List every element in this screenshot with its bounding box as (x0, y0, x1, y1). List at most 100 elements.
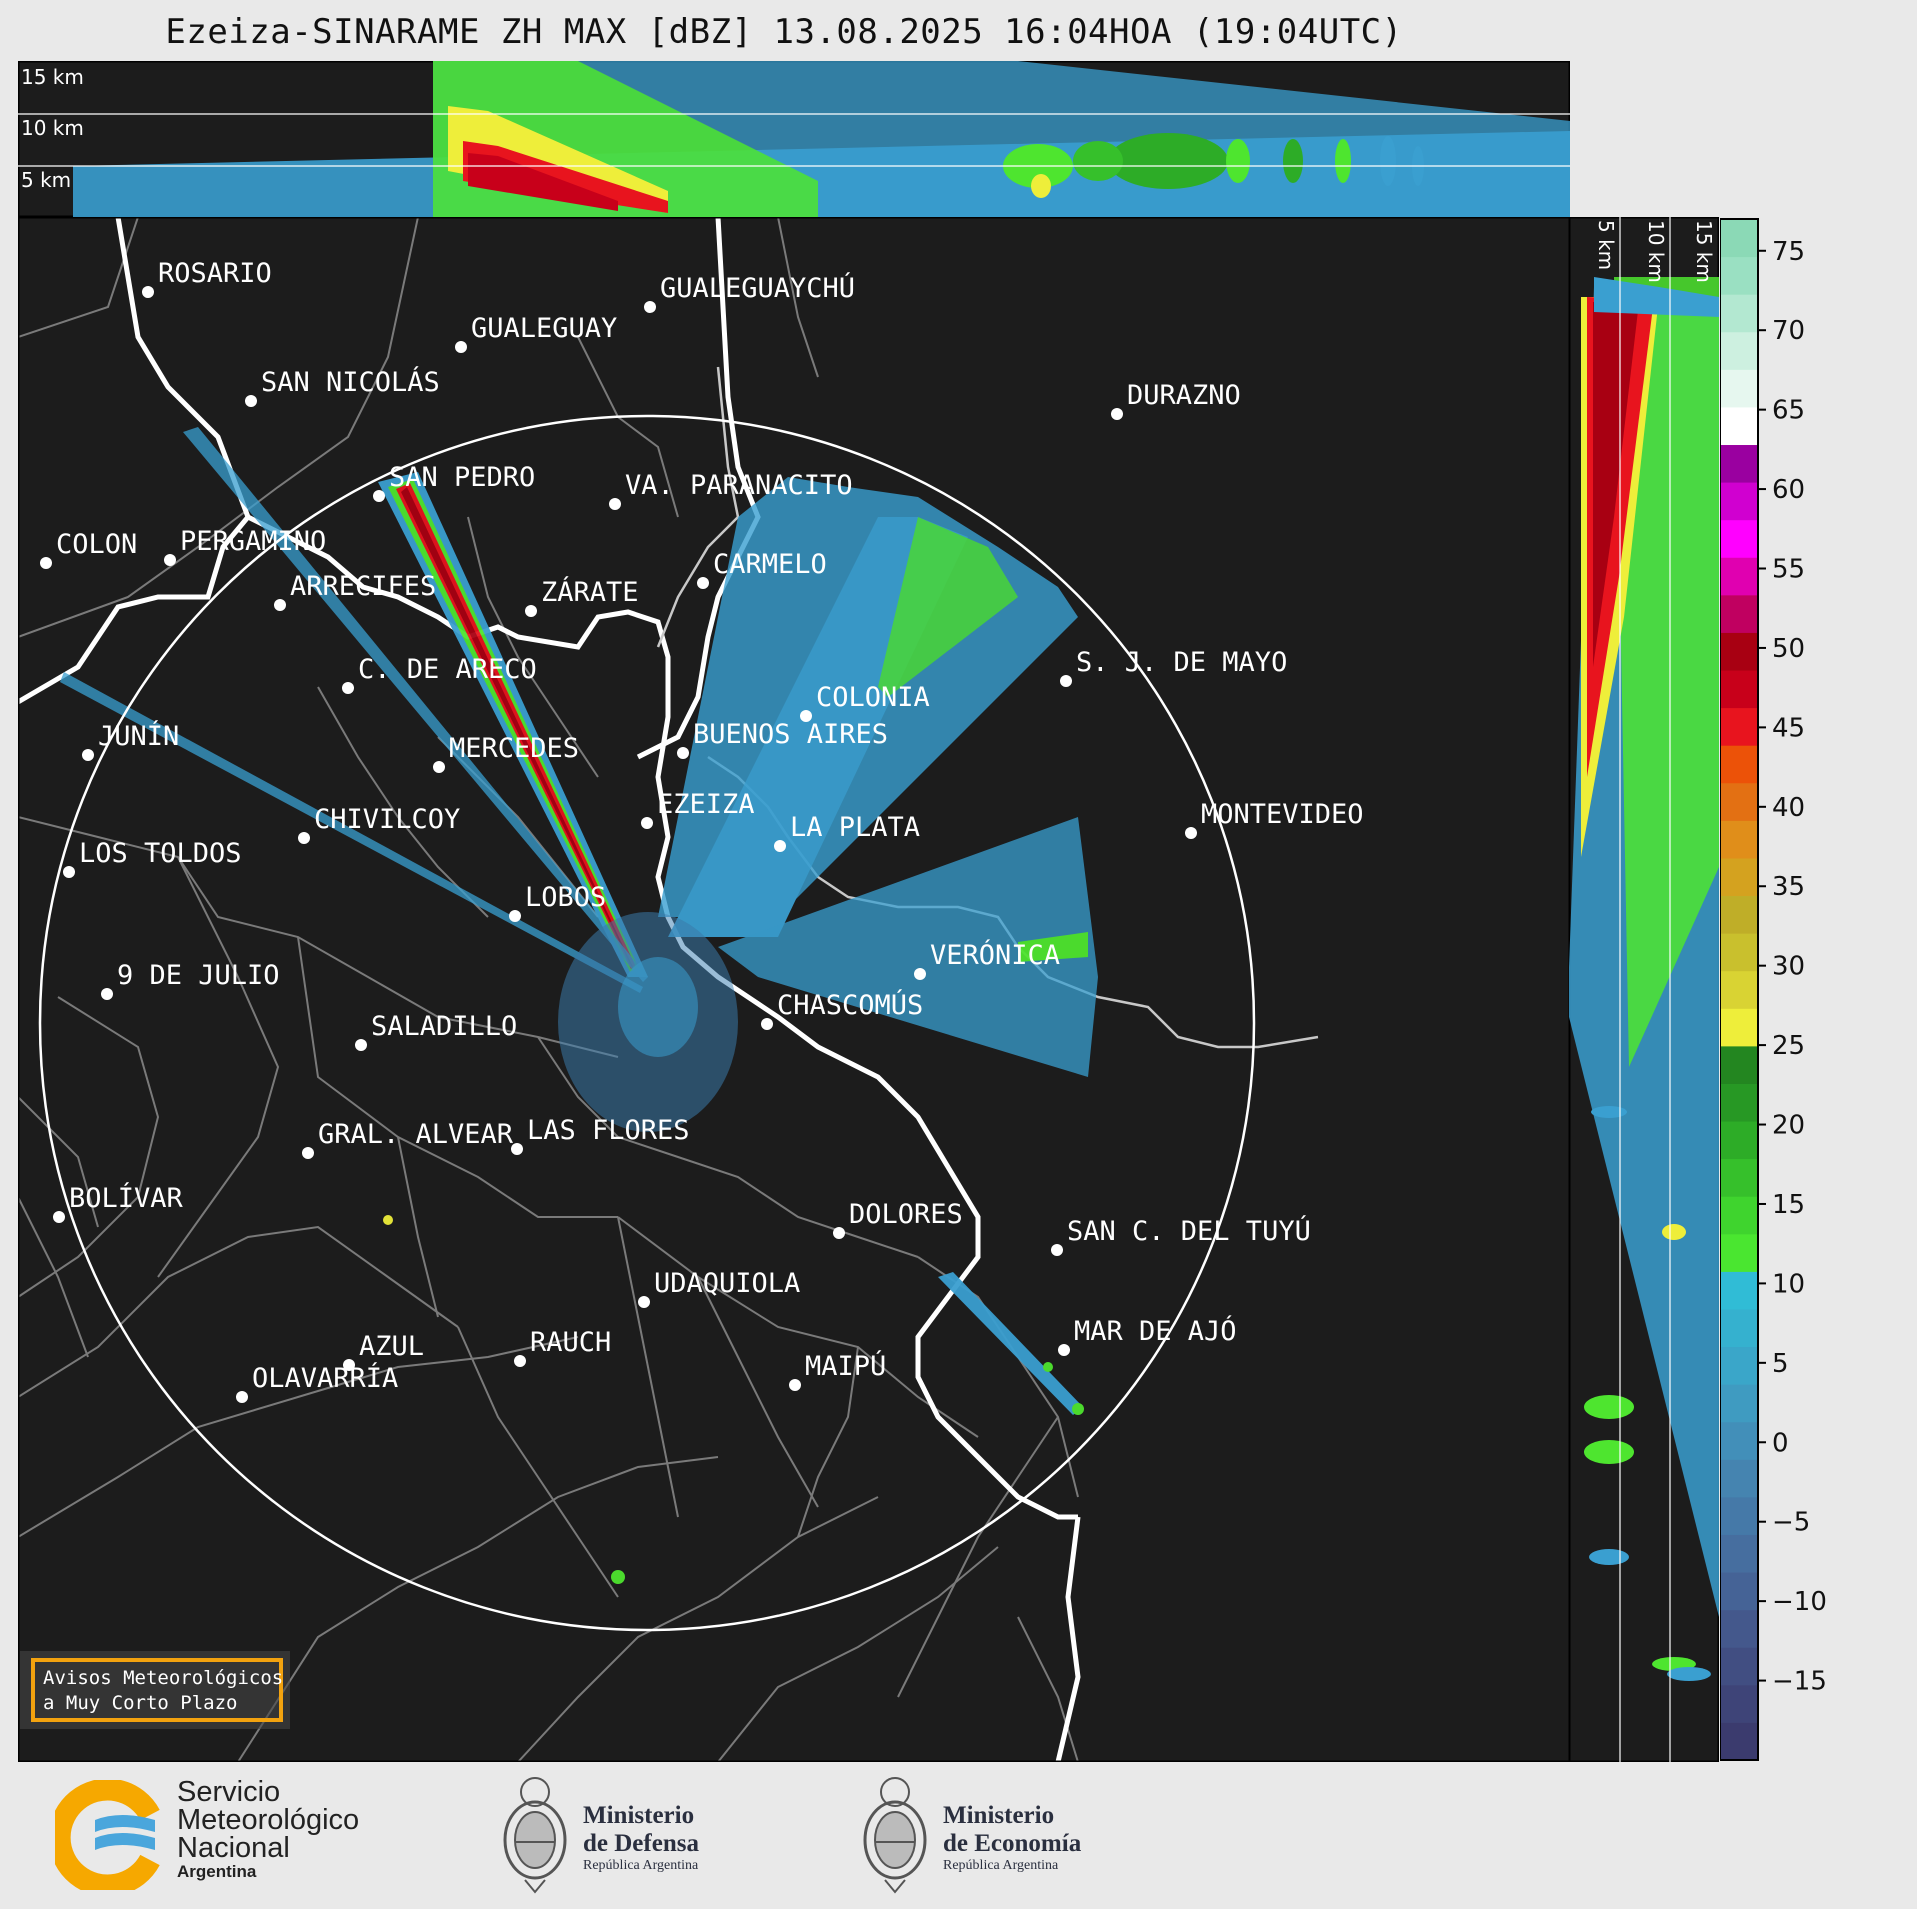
city-label: DOLORES (849, 1199, 963, 1230)
ministerio-defensa-logo: Ministerio de Defensa República Argentin… (495, 1770, 755, 1895)
colorbar-swatch (1720, 1647, 1758, 1686)
city-marker (63, 866, 75, 878)
colorbar-swatch (1720, 1196, 1758, 1235)
city-marker (1058, 1344, 1070, 1356)
city-label: SALADILLO (371, 1011, 517, 1042)
colorbar-swatch (1720, 782, 1758, 821)
city-marker (800, 710, 812, 722)
colorbar-swatch (1720, 219, 1758, 258)
colorbar-tick-label: 70 (1772, 316, 1805, 346)
city-marker (1111, 408, 1123, 420)
city-label: JUNÍN (98, 720, 179, 752)
city-label: EZEIZA (657, 789, 755, 820)
admin-borders (18, 217, 1079, 1762)
city-label: VERÓNICA (930, 939, 1060, 971)
radar-map: ROSARIO GUALEGUAYCHÚ GUALEGUAY SAN NICOLÁS D… (18, 217, 1570, 1762)
city-label: CHIVILCOY (314, 804, 460, 835)
city-label: PERGAMINO (180, 526, 326, 557)
top-height-label-10: 10 km (21, 116, 84, 140)
city-marker (164, 554, 176, 566)
city-label: VA. PARANACITO (625, 470, 853, 501)
smn-line-1: Servicio (177, 1776, 281, 1808)
colorbar-tick-label: 25 (1772, 1031, 1805, 1061)
side-height-label-15: 15 km (1692, 220, 1716, 283)
city-marker (644, 301, 656, 313)
economia-line-1: Ministerio (943, 1802, 1055, 1829)
city-label: LOS TOLDOS (79, 838, 242, 869)
city-marker (373, 490, 385, 502)
city-labels: ROSARIO GUALEGUAYCHÚ GUALEGUAY SAN NICOLÁS D… (40, 258, 1364, 1403)
city-label: C. DE ARECO (358, 654, 537, 685)
colorbar-swatch (1720, 670, 1758, 709)
colorbar-swatch (1720, 1045, 1758, 1084)
smn-emblem-icon (55, 1780, 160, 1890)
city-label: DURAZNO (1127, 380, 1241, 411)
colorbar-swatch (1720, 1271, 1758, 1310)
colorbar-swatch (1720, 632, 1758, 671)
colorbar-swatch (1720, 1572, 1758, 1611)
colorbar-swatch (1720, 933, 1758, 972)
colorbar-swatch (1720, 895, 1758, 934)
economia-line-3: República Argentina (943, 1858, 1059, 1873)
city-marker (509, 910, 521, 922)
city-label: CARMELO (713, 549, 827, 580)
ministerio-economia-logo: Ministerio de Economía República Argenti… (855, 1770, 1135, 1895)
city-label: ROSARIO (158, 258, 272, 289)
city-marker (101, 988, 113, 1000)
city-marker (833, 1227, 845, 1239)
side-height-label-10: 10 km (1644, 220, 1668, 283)
colorbar-tick-label: −5 (1772, 1508, 1810, 1538)
defensa-line-2: de Defensa (583, 1830, 699, 1857)
city-marker (433, 761, 445, 773)
city-marker (342, 682, 354, 694)
smn-line-3: Nacional (177, 1832, 290, 1864)
colorbar-swatch (1720, 1609, 1758, 1648)
city-marker (641, 817, 653, 829)
colorbar-swatch (1720, 256, 1758, 295)
city-label: OLAVARRÍA (252, 1362, 398, 1394)
defensa-line-1: Ministerio (583, 1802, 695, 1829)
colorbar-tick-label: −15 (1772, 1667, 1827, 1697)
city-marker (789, 1379, 801, 1391)
city-marker (355, 1039, 367, 1051)
city-label: SAN C. DEL TUYÚ (1067, 1215, 1311, 1247)
colorbar-swatch (1720, 1684, 1758, 1723)
city-label: MAIPÚ (805, 1350, 886, 1382)
city-label: SAN NICOLÁS (261, 366, 440, 398)
city-label: MAR DE AJÓ (1074, 1315, 1237, 1347)
colorbar-swatch (1720, 1421, 1758, 1460)
colorbar-swatch (1720, 970, 1758, 1009)
city-label: ZÁRATE (541, 576, 639, 608)
colorbar-swatch (1720, 482, 1758, 521)
smn-logo: Servicio Meteorológico Nacional Argentin… (55, 1776, 395, 1890)
warning-line-2: a Muy Corto Plazo (43, 1692, 237, 1714)
colorbar-swatch (1720, 557, 1758, 596)
side-height-section: 5 km 10 km 15 km (1569, 217, 1719, 1762)
colorbar-swatch (1720, 1346, 1758, 1385)
colorbar-swatch (1720, 1083, 1758, 1122)
city-marker (302, 1147, 314, 1159)
colorbar-swatch (1720, 1308, 1758, 1348)
city-label: SAN PEDRO (389, 462, 535, 493)
colorbar-swatch (1720, 1496, 1758, 1535)
economia-line-2: de Economía (943, 1830, 1082, 1857)
top-height-label-15: 15 km (21, 65, 84, 89)
colorbar-tick-label: 55 (1772, 555, 1805, 585)
city-marker (1185, 827, 1197, 839)
city-label: CHASCOMÚS (777, 989, 923, 1021)
city-marker (142, 286, 154, 298)
city-label: ARRECIFES (290, 571, 436, 602)
city-marker (274, 599, 286, 611)
colorbar-swatch (1720, 406, 1758, 446)
colorbar-swatch (1720, 857, 1758, 897)
city-marker (511, 1143, 523, 1155)
colorbar-tick-label: 10 (1772, 1269, 1805, 1299)
colorbar-tick-label: 65 (1772, 396, 1805, 426)
city-label: MERCEDES (449, 733, 579, 764)
top-height-section: 15 km 10 km 5 km (18, 61, 1570, 217)
city-label: LAS FLORES (527, 1115, 690, 1146)
colorbar-swatch (1720, 1722, 1758, 1761)
city-marker (525, 605, 537, 617)
